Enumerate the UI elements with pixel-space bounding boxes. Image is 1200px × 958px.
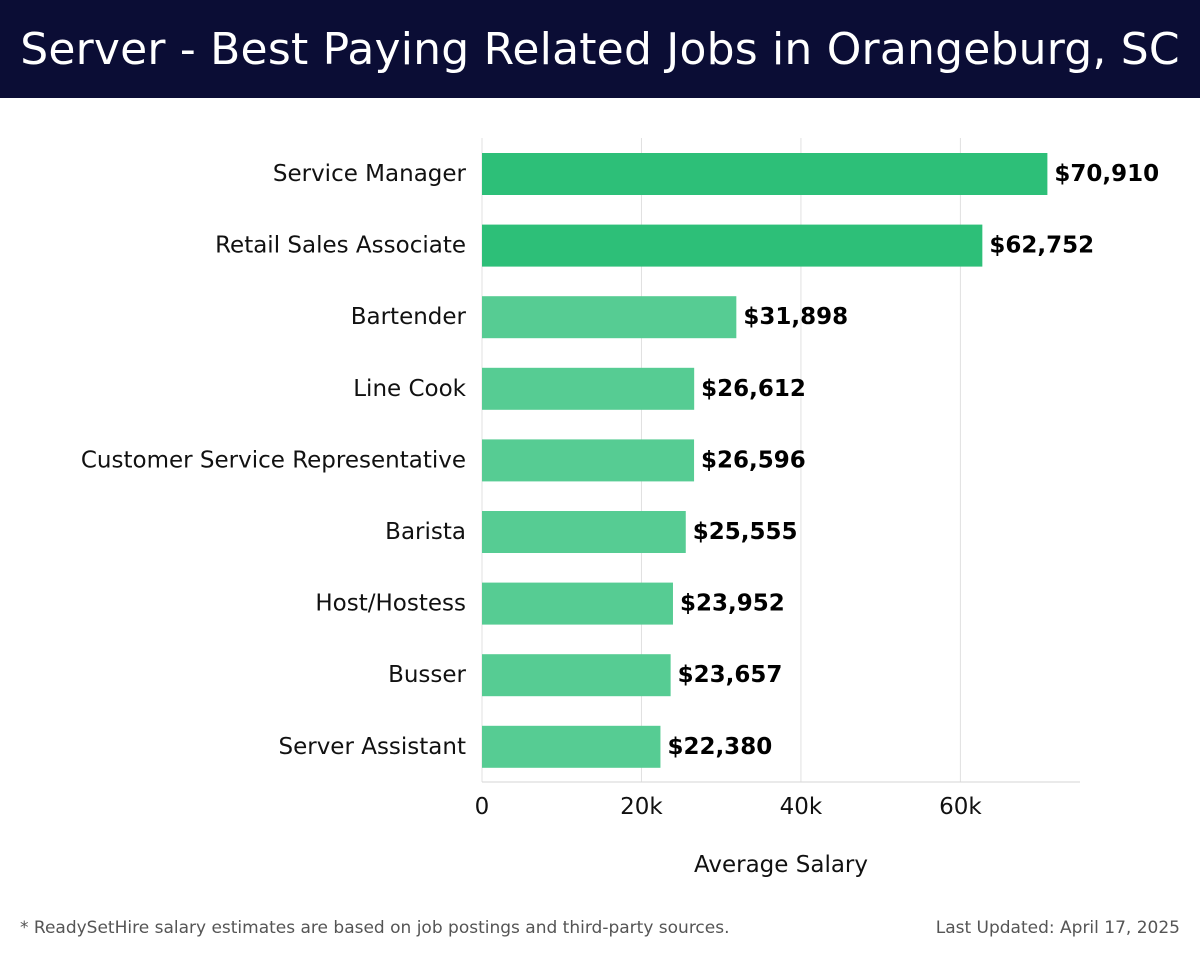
source-note: * ReadySetHire salary estimates are base… [20, 918, 730, 938]
category-label-0: Service Manager [273, 161, 467, 187]
last-updated: Last Updated: April 17, 2025 [935, 918, 1180, 938]
bar-4 [482, 439, 695, 482]
value-label-7: $23,657 [678, 662, 783, 688]
value-label-3: $26,612 [701, 376, 806, 402]
bar-chart: Service Manager Retail Sales Associate Bar… [81, 138, 1159, 878]
x-tick-label-1: 20k [620, 794, 663, 820]
x-tick-label-3: 60k [939, 794, 982, 820]
category-label-5: Barista [385, 519, 466, 545]
bar-0 [482, 153, 1048, 195]
category-label-3: Line Cook [353, 376, 466, 402]
x-axis-title: Average Salary [694, 852, 868, 878]
category-label-7: Busser [388, 662, 466, 688]
chart-title: Server - Best Paying Related Jobs in Ora… [20, 23, 1180, 75]
value-label-6: $23,952 [680, 591, 785, 617]
bar-5 [482, 511, 686, 553]
bar-2 [482, 296, 737, 339]
category-label-2: Bartender [351, 304, 467, 330]
value-label-2: $31,898 [743, 304, 848, 330]
value-label-0: $70,910 [1054, 161, 1159, 187]
bar-8 [482, 725, 661, 768]
x-axis: 0 20k 40k 60k Average Salary [475, 781, 1080, 878]
value-labels: $70,910 $62,752 $31,898 $26,612 $26,596 $25,5… [667, 161, 1159, 760]
bar-6 [482, 582, 673, 625]
value-label-1: $62,752 [989, 233, 1094, 259]
value-label-4: $26,596 [701, 447, 806, 473]
chart-header: Server - Best Paying Related Jobs in Ora… [0, 0, 1200, 98]
bar-7 [482, 654, 671, 697]
category-label-4: Customer Service Representative [81, 447, 466, 473]
category-label-6: Host/Hostess [315, 591, 466, 617]
category-label-8: Server Assistant [278, 734, 466, 760]
category-label-1: Retail Sales Associate [215, 233, 466, 259]
category-labels: Service Manager Retail Sales Associate Bar… [81, 161, 467, 760]
value-label-5: $25,555 [693, 519, 798, 545]
x-tick-label-2: 40k [780, 794, 823, 820]
bars [482, 153, 1048, 768]
value-label-8: $22,380 [667, 734, 772, 760]
x-tick-label-0: 0 [475, 794, 490, 820]
bar-3 [482, 367, 695, 410]
bar-1 [482, 224, 983, 267]
